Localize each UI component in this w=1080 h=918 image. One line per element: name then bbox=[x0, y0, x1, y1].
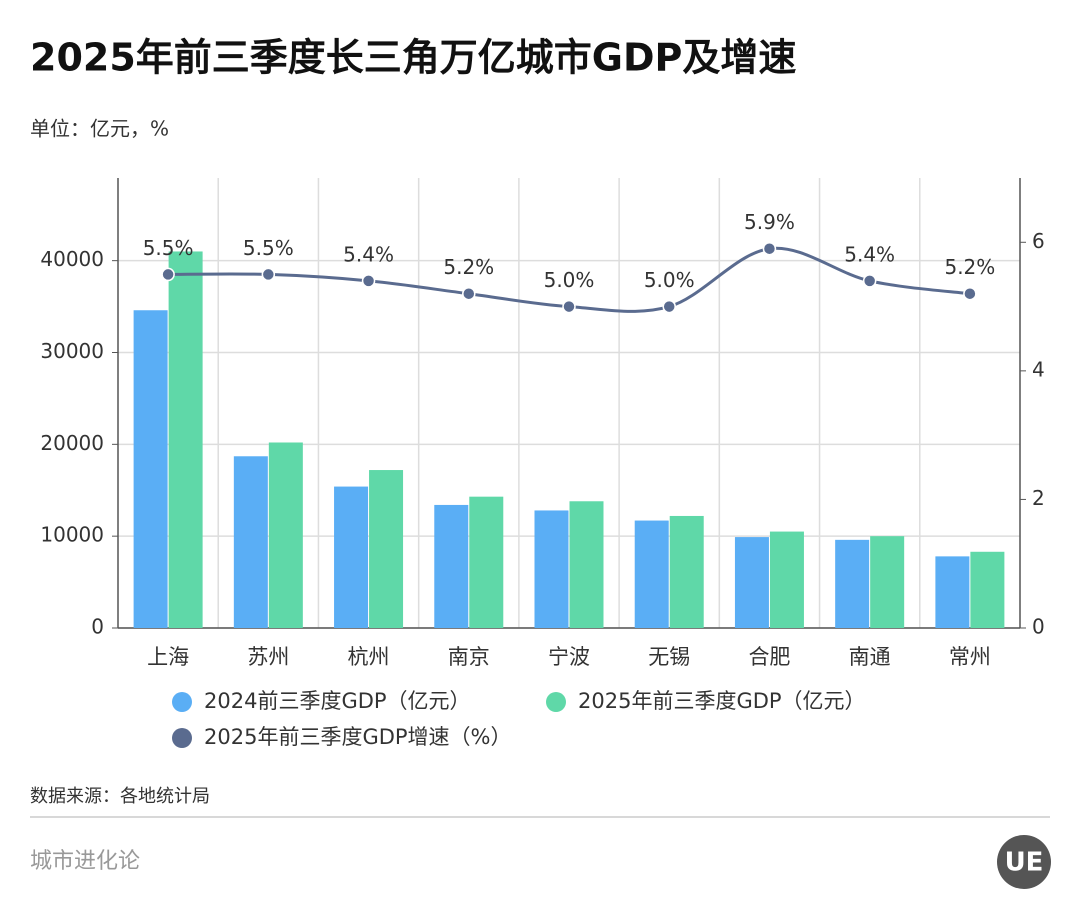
x-tick-label: 杭州 bbox=[348, 645, 390, 669]
growth-point bbox=[462, 286, 476, 301]
x-tick-label: 南京 bbox=[448, 645, 490, 669]
logo-badge bbox=[997, 835, 1051, 889]
bar bbox=[870, 536, 905, 628]
legend-marker bbox=[546, 692, 566, 712]
x-tick-label: 南通 bbox=[849, 645, 891, 669]
bar bbox=[534, 510, 569, 628]
bar bbox=[935, 556, 970, 628]
bar bbox=[334, 486, 369, 628]
subtitle: 单位：亿元，% bbox=[30, 117, 169, 141]
bar bbox=[769, 531, 804, 628]
value-label: 5.4% bbox=[844, 242, 895, 266]
legend-label: 2024前三季度GDP（亿元） bbox=[204, 689, 471, 713]
y2-tick-label: 6 bbox=[1032, 229, 1045, 253]
y-tick-label: 10000 bbox=[40, 523, 104, 547]
source: 数据来源：各地统计局 bbox=[30, 786, 210, 807]
x-tick-label: 常州 bbox=[949, 645, 991, 669]
bar bbox=[168, 251, 203, 628]
bar bbox=[634, 520, 669, 628]
bar bbox=[469, 496, 504, 628]
growth-point bbox=[862, 274, 877, 288]
bar bbox=[970, 551, 1005, 628]
value-label: 5.0% bbox=[544, 268, 595, 292]
growth-point bbox=[963, 286, 977, 301]
y2-tick-label: 2 bbox=[1032, 486, 1045, 510]
x-tick-label: 苏州 bbox=[247, 645, 289, 669]
bar bbox=[569, 501, 604, 628]
legend-label: 2025年前三季度GDP（亿元） bbox=[578, 689, 866, 713]
value-label: 5.4% bbox=[343, 242, 394, 266]
x-tick-label: 宁波 bbox=[548, 645, 590, 669]
y-tick-label: 30000 bbox=[40, 339, 104, 363]
bar bbox=[669, 515, 704, 628]
x-tick-label: 上海 bbox=[147, 645, 189, 669]
bar bbox=[434, 504, 469, 628]
bar bbox=[133, 310, 168, 628]
value-label: 5.2% bbox=[443, 255, 494, 279]
y2-tick-label: 0 bbox=[1032, 615, 1045, 639]
y-tick-label: 0 bbox=[91, 615, 104, 639]
bar bbox=[835, 539, 870, 628]
growth-point bbox=[161, 267, 175, 282]
growth-point bbox=[762, 241, 777, 256]
legend-label: 2025年前三季度GDP增速（%） bbox=[204, 725, 512, 749]
bar bbox=[734, 537, 769, 628]
bar bbox=[268, 442, 303, 628]
growth-point bbox=[361, 274, 376, 288]
legend-marker bbox=[172, 728, 192, 748]
y-tick-label: 20000 bbox=[40, 431, 104, 455]
chart-title: 2025年前三季度长三角万亿城市GDP及增速 bbox=[30, 36, 796, 80]
footer: 城市进化论 bbox=[30, 849, 140, 874]
bar bbox=[369, 470, 404, 628]
x-tick-label: 无锡 bbox=[648, 645, 690, 669]
growth-point bbox=[662, 299, 676, 314]
bar bbox=[233, 456, 268, 628]
y2-tick-label: 4 bbox=[1032, 357, 1045, 381]
logo: UE bbox=[1005, 848, 1044, 878]
y-tick-label: 40000 bbox=[40, 247, 104, 271]
x-tick-label: 合肥 bbox=[748, 645, 790, 669]
value-label: 5.5% bbox=[143, 236, 194, 260]
value-label: 5.2% bbox=[944, 255, 995, 279]
value-label: 5.9% bbox=[744, 210, 795, 234]
legend-marker bbox=[172, 692, 192, 712]
value-label: 5.5% bbox=[243, 236, 294, 260]
value-label: 5.0% bbox=[644, 268, 695, 292]
growth-point bbox=[562, 299, 576, 314]
growth-point bbox=[261, 267, 276, 282]
